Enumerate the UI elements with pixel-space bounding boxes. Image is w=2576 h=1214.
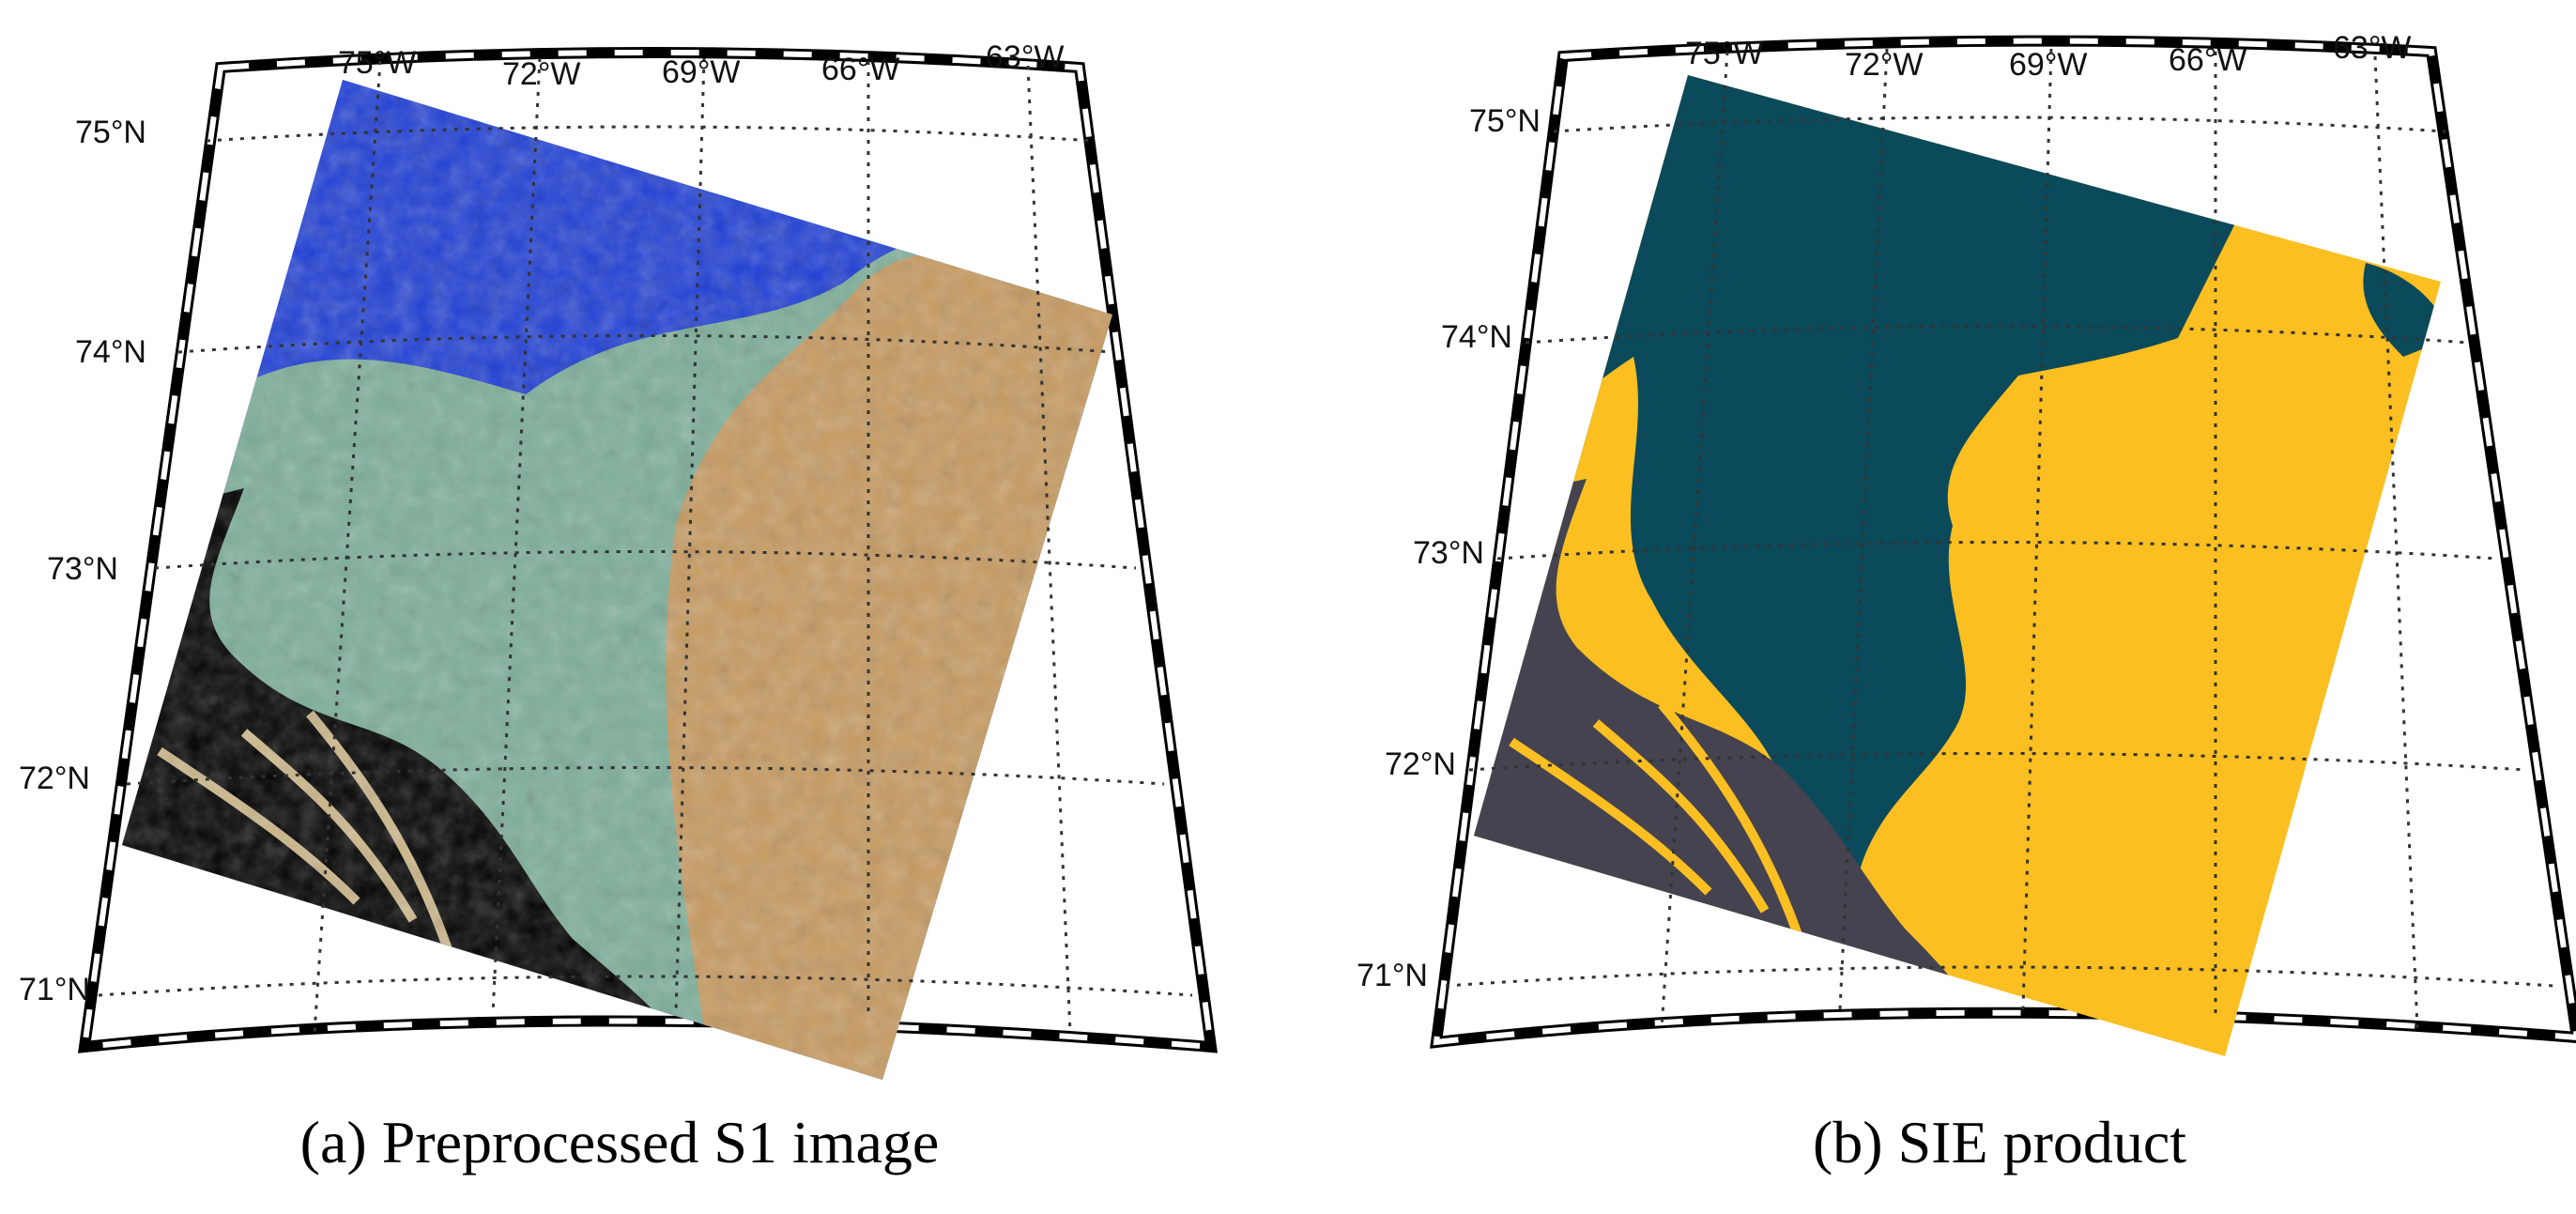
lon-label: 72°W <box>502 56 581 92</box>
river-delta <box>1509 700 1807 950</box>
caption-b: (b) SIE product <box>1812 1109 2187 1176</box>
lat-label: 72°N <box>1385 746 1456 782</box>
map-frame-a-dashes <box>81 50 1215 1051</box>
lon-label: 69°W <box>662 54 741 90</box>
caption-a: (a) Preprocessed S1 image <box>299 1109 940 1176</box>
lon-label: 66°W <box>821 52 900 87</box>
lat-label: 74°N <box>75 334 146 370</box>
lon-label: 63°W <box>986 39 1065 75</box>
lon-label: 66°W <box>2169 42 2247 78</box>
lat-label: 75°N <box>1469 103 1541 139</box>
map-frame-b-dashes <box>1433 38 2576 1046</box>
lon-label: 75°W <box>1685 36 1764 71</box>
lat-label: 71°N <box>1357 958 1428 993</box>
map-panel-a: 75°W 72°W 69°W 66°W 63°W 75°N 74°N 73°N … <box>19 39 1218 1080</box>
lat-label: 71°N <box>19 972 90 1007</box>
lat-label: 74°N <box>1441 319 1512 355</box>
graticule-a <box>98 57 1193 1034</box>
lat-label: 73°N <box>47 551 118 587</box>
lat-label: 72°N <box>19 761 90 796</box>
lat-label: 73°N <box>1413 535 1484 571</box>
lat-label: 75°N <box>75 115 146 150</box>
graticule-b <box>1445 48 2554 1029</box>
lon-label: 63°W <box>2333 30 2412 66</box>
lon-label: 75°W <box>338 45 417 81</box>
lon-label: 72°W <box>1845 47 1924 83</box>
map-panel-b: 75°W 72°W 69°W 66°W 63°W 75°N 74°N 73°N … <box>1357 30 2576 1056</box>
lon-label: 69°W <box>2009 47 2088 83</box>
